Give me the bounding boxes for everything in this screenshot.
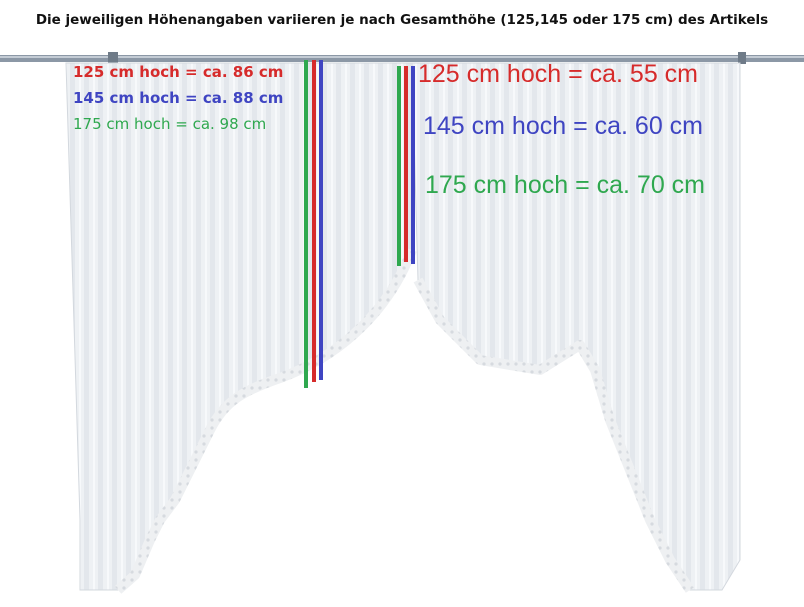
left-label-125: 125 cm hoch = ca. 86 cm [73,63,284,81]
curtain-right-panel [411,62,741,591]
center-label-175: 175 cm hoch = ca. 70 cm [425,171,706,199]
center-label-145: 145 cm hoch = ca. 60 cm [423,112,704,140]
left-label-145: 145 cm hoch = ca. 88 cm [73,89,284,107]
curtain-rod [0,55,804,62]
caption-header: Die jeweiligen Höhenangaben variieren je… [0,0,804,40]
left-label-175: 175 cm hoch = ca. 98 cm [73,115,267,133]
caption-text: Die jeweiligen Höhenangaben variieren je… [35,12,769,28]
lace-trim-left [114,248,417,594]
center-label-125: 125 cm hoch = ca. 55 cm [418,60,699,88]
lace-trim-right [413,277,695,593]
